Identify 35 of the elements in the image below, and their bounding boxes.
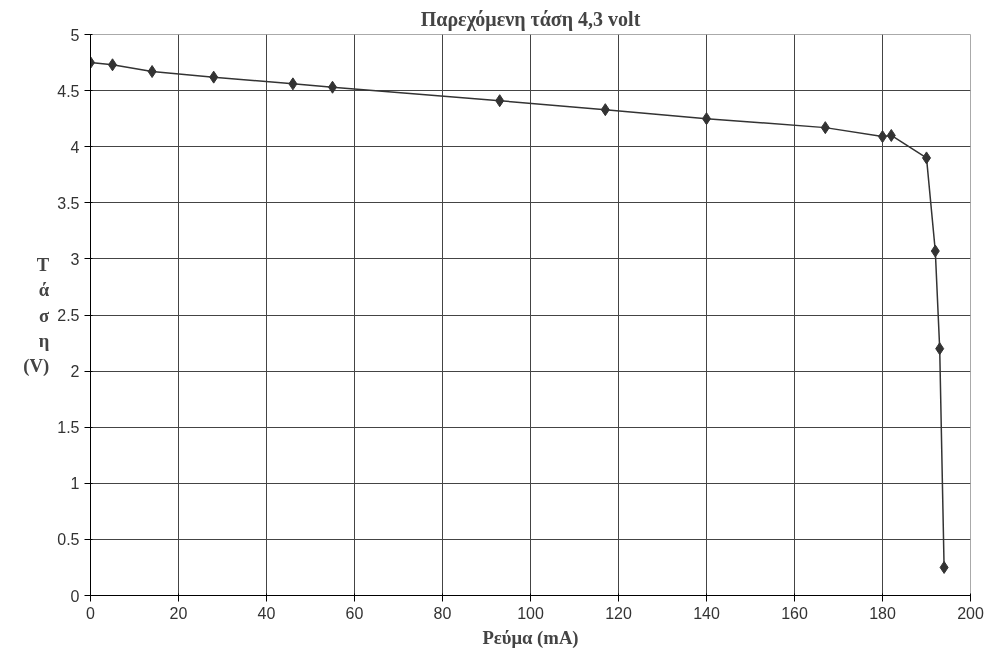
x-tick-label: 160 [781,604,808,622]
x-tick-label: 200 [957,604,984,622]
x-tick-label: 120 [605,604,632,622]
y-tick-label: 2 [70,363,80,381]
point [495,94,505,108]
y-axis-title: Τάση (V) [23,254,51,377]
point [288,77,298,91]
y-tick-label: 5 [70,26,80,44]
y-tick-label: 0.5 [57,531,80,549]
point [939,560,949,574]
y-tick-label: 4 [70,138,80,156]
y-tick-label: 2.5 [57,307,80,324]
point [147,65,157,79]
point [886,128,896,142]
y-tick-label: 4.5 [57,82,80,100]
y-tick-label: 1 [70,475,80,493]
point [930,244,940,258]
point [209,70,219,84]
point [935,342,945,356]
x-tick-label: 180 [869,604,896,622]
chart-title: Παρεχόμενη τάση 4,3 volt [420,7,641,31]
y-tick-label: 1.5 [57,419,80,437]
y-tick-label: 3.5 [57,194,80,212]
x-tick-label: 20 [169,604,188,622]
point [600,103,610,117]
x-tick-label: 140 [693,604,720,622]
y-tick-label: 0 [70,587,80,605]
x-axis-title: Ρεύμα (mA) [482,626,579,649]
x-tick-label: 40 [257,604,276,622]
point [820,121,830,135]
x-tick-label: 0 [86,604,96,622]
x-tick-label: 60 [345,604,364,622]
x-tick-label: 80 [433,604,452,622]
x-tick-label: 100 [517,604,544,622]
y-tick-label: 3 [70,250,80,268]
